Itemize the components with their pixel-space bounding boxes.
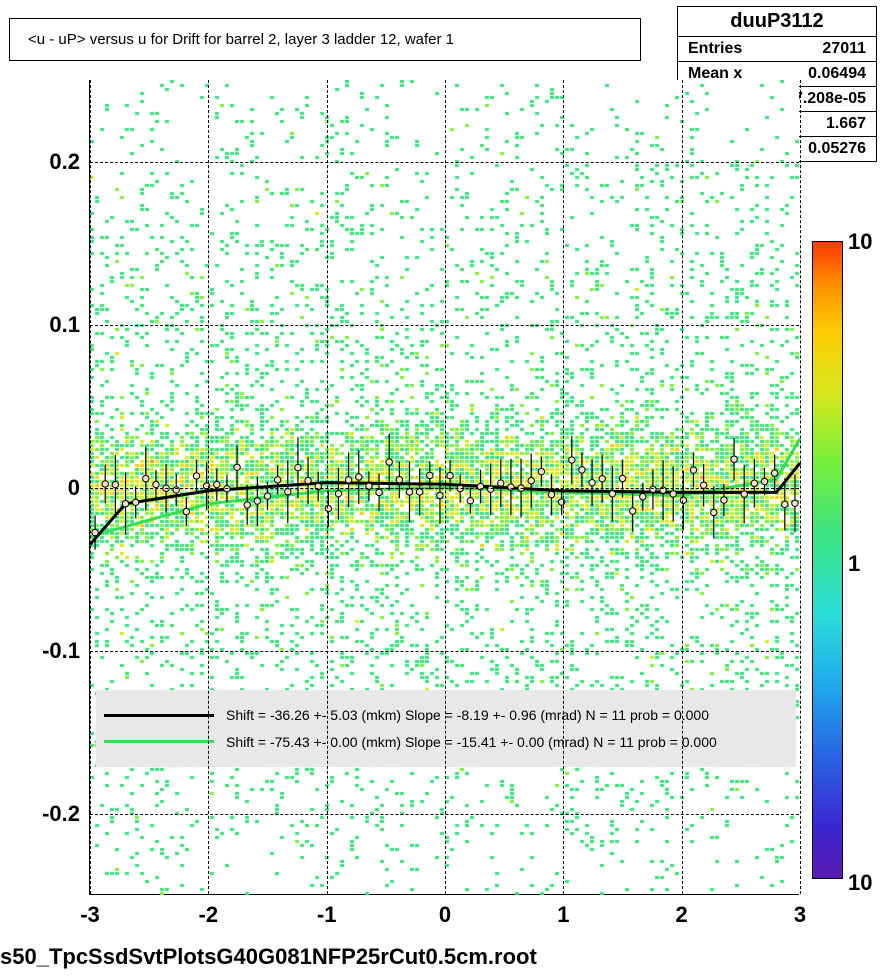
stats-value: 0.06494: [808, 65, 866, 83]
colorbar-tick: 1: [842, 551, 860, 577]
profile-marker: [386, 459, 392, 465]
profile-marker: [132, 499, 138, 505]
gridline-v: [208, 80, 209, 894]
profile-marker: [771, 470, 777, 476]
profile-marker: [690, 467, 696, 473]
profile-marker: [356, 474, 362, 480]
profile-marker: [721, 497, 727, 503]
profile-marker: [447, 472, 453, 478]
profile-marker: [345, 477, 351, 483]
profile-marker: [782, 501, 788, 507]
profile-marker: [619, 475, 625, 481]
profile-marker: [467, 498, 473, 504]
x-tick-label: 3: [794, 894, 806, 928]
profile-marker: [376, 489, 382, 495]
colorbar-tick: 10: [842, 229, 872, 255]
profile-marker: [741, 491, 747, 497]
y-tick-label: 0.2: [49, 149, 90, 175]
y-tick-label: 0: [68, 475, 90, 501]
x-tick-label: 1: [557, 894, 569, 928]
profile-marker: [589, 479, 595, 485]
profile-marker: [183, 508, 189, 514]
profile-marker: [92, 529, 98, 535]
gridline-v: [563, 80, 564, 894]
root: <u - uP> versus u for Drift for barrel 2…: [0, 0, 887, 980]
gridline-v: [90, 80, 91, 894]
profile-marker: [264, 493, 270, 499]
stats-title: duuP3112: [678, 7, 876, 37]
profile-marker: [193, 473, 199, 479]
legend-text: Shift = -75.43 +- 0.00 (mkm) Slope = -15…: [226, 729, 717, 756]
profile-marker: [285, 488, 291, 494]
profile-marker: [731, 456, 737, 462]
profile-marker: [102, 481, 108, 487]
legend-row: Shift = -36.26 +- 5.03 (mkm) Slope = -8.…: [104, 702, 788, 729]
profile-marker: [224, 486, 230, 492]
gridline-v: [682, 80, 683, 894]
profile-marker: [305, 477, 311, 483]
profile-marker: [335, 490, 341, 496]
profile-marker: [143, 475, 149, 481]
stats-value: 0.05276: [808, 140, 866, 158]
x-tick-label: -3: [80, 894, 100, 928]
y-tick-label: 0.1: [49, 312, 90, 338]
profile-marker: [274, 477, 280, 483]
stats-value: 1.667: [826, 115, 866, 133]
stats-row: Entries 27011: [678, 37, 876, 62]
fit-legend: Shift = -36.26 +- 5.03 (mkm) Slope = -8.…: [96, 690, 796, 767]
profile-marker: [629, 508, 635, 514]
profile-marker: [254, 498, 260, 504]
profile-marker: [528, 478, 534, 484]
legend-row: Shift = -75.43 +- 0.00 (mkm) Slope = -15…: [104, 729, 788, 756]
profile-marker: [569, 457, 575, 463]
profile-marker: [315, 483, 321, 489]
profile-marker: [670, 491, 676, 497]
profile-marker: [427, 472, 433, 478]
profile-marker: [244, 502, 250, 508]
profile-marker: [396, 477, 402, 483]
x-tick-label: -2: [199, 894, 219, 928]
profile-marker: [640, 493, 646, 499]
profile-marker: [437, 492, 443, 498]
stats-value: 27011: [822, 40, 866, 58]
profile-marker: [751, 480, 757, 486]
profile-marker: [234, 464, 240, 470]
profile-marker: [579, 467, 585, 473]
profile-marker: [599, 476, 605, 482]
y-tick-label: -0.2: [42, 801, 90, 827]
chart-title: <u - uP> versus u for Drift for barrel 2…: [28, 31, 454, 48]
gridline-v: [800, 80, 801, 894]
profile-marker: [792, 500, 798, 506]
file-label: s50_TpcSsdSvtPlotsG40G081NFP25rCut0.5cm.…: [0, 944, 537, 970]
profile-marker: [548, 491, 554, 497]
profile-marker: [609, 491, 615, 497]
colorbar-tick: 10: [842, 870, 872, 896]
title-box: <u - uP> versus u for Drift for barrel 2…: [9, 18, 641, 61]
gridline-v: [327, 80, 328, 894]
y-tick-label: -0.1: [42, 638, 90, 664]
gridline-v: [445, 80, 446, 894]
profile-marker: [711, 509, 717, 515]
legend-line-swatch: [104, 714, 214, 717]
colorbar: 10110: [812, 241, 843, 879]
profile-marker: [761, 478, 767, 484]
legend-line-swatch: [104, 740, 214, 743]
profile-marker: [406, 489, 412, 495]
stats-label: Entries: [688, 40, 742, 58]
plot-area: Shift = -36.26 +- 5.03 (mkm) Slope = -8.…: [89, 80, 799, 895]
profile-marker: [122, 501, 128, 507]
x-tick-label: -1: [317, 894, 337, 928]
profile-marker: [538, 468, 544, 474]
profile-marker: [295, 464, 301, 470]
x-tick-label: 2: [676, 894, 688, 928]
x-tick-label: 0: [439, 894, 451, 928]
legend-text: Shift = -36.26 +- 5.03 (mkm) Slope = -8.…: [226, 702, 709, 729]
profile-marker: [498, 480, 504, 486]
profile-marker: [416, 489, 422, 495]
